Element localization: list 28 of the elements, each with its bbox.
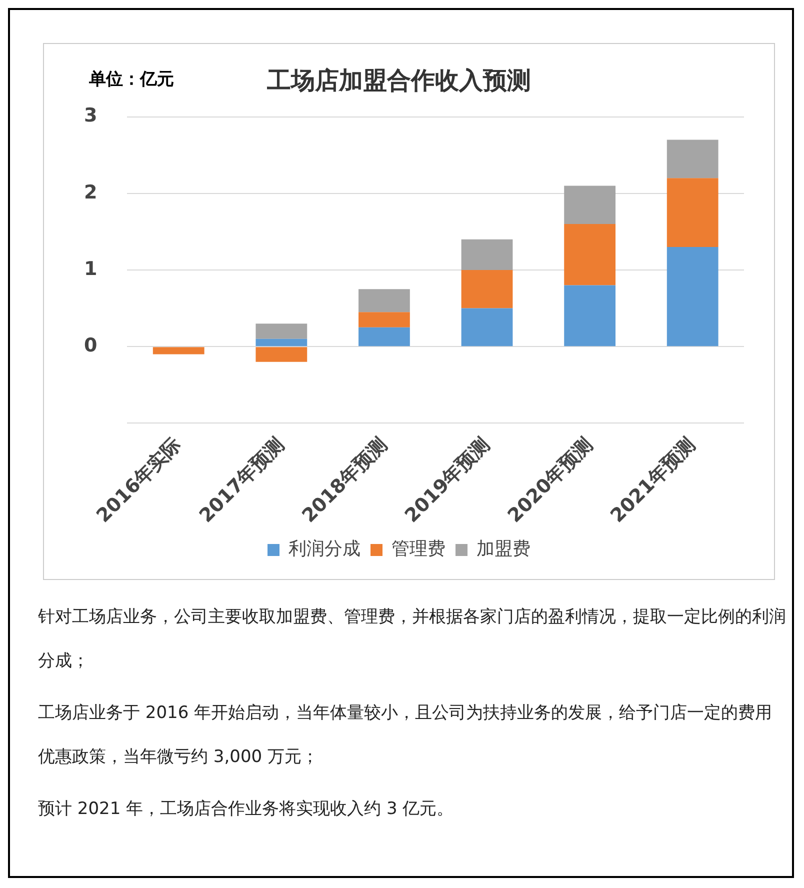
bar [666,178,718,248]
text: 预计 2021 年，工场店合作业务将实现收入约 3 亿元。 [38,798,455,821]
bar [256,338,308,346]
bar [358,327,410,346]
bar [564,224,616,286]
bar [461,308,513,346]
legend-label: 管理费 [392,538,446,560]
y-tick-label: 2 [84,181,98,204]
legend-label: 加盟费 [476,538,530,560]
bar [256,347,308,362]
y-tick-label: 0 [84,334,98,357]
y-axis-title: 单位：亿元 [88,69,174,90]
bar [358,289,410,312]
bar [461,239,513,270]
text: 工场店业务于 2016 年开始启动，当年体量较小，且公司为扶持业务的发展，给予门店一定的费用优惠政策，当年微亏约 3,000 万元； [38,703,772,767]
y-tick-label: 3 [84,104,98,127]
bar [461,270,513,308]
bar [564,285,616,346]
bar [152,347,204,354]
legend-label: 利润分成 [288,538,360,560]
text: 针对工场店业务，公司主要收取加盟费、管理费，并根据各家门店的盈利情况，提取一定比例的利润分成； [38,607,786,671]
bar [666,247,718,346]
y-tick-label: 1 [84,258,98,280]
chart-title: 工场店加盟合作收入预测 [266,66,531,95]
bar [666,140,718,178]
bar [564,186,616,224]
bar [358,312,410,328]
bar [256,324,308,339]
